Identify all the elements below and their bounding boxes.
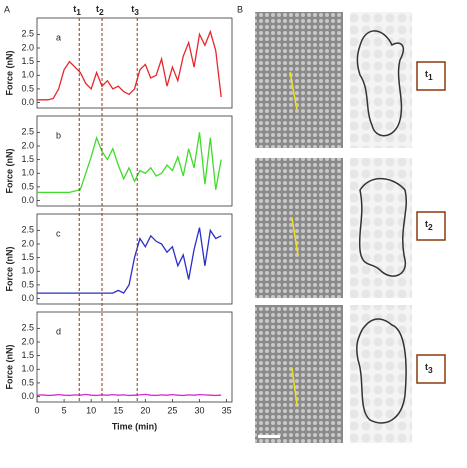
y-tick-label: 2.0 — [21, 42, 34, 52]
x-tick-label: 15 — [113, 405, 123, 415]
y-tick-label: 2.0 — [21, 238, 34, 248]
micrograph — [255, 158, 343, 298]
time-label: t1 — [73, 4, 81, 17]
time-letter: t — [425, 69, 428, 79]
y-tick-label: 1.0 — [21, 364, 34, 374]
panel-label: A — [4, 4, 10, 14]
y-tick-label: 2.5 — [21, 29, 34, 39]
time-letter: t — [73, 4, 76, 14]
y-tick-label: 2.5 — [21, 225, 34, 235]
y-axis-label: Force (nN) — [4, 50, 14, 95]
arrow — [289, 71, 298, 111]
time-subscript: 3 — [428, 365, 433, 375]
time-subscript: 2 — [428, 222, 433, 232]
panel-sublabel: a — [56, 32, 61, 42]
y-tick-label: 2.5 — [21, 323, 34, 333]
time-box — [416, 61, 446, 91]
y-tick-label: 2.5 — [21, 127, 34, 137]
y-tick-label: 0.5 — [21, 181, 34, 191]
y-tick-label: 0.5 — [21, 377, 34, 387]
scale-bar — [258, 435, 280, 438]
cell-outline — [358, 178, 407, 277]
time-label: t2 — [96, 4, 104, 17]
force-map — [350, 12, 412, 148]
cell-outline — [356, 30, 404, 137]
time-box — [416, 354, 446, 384]
x-tick-label: 5 — [62, 405, 67, 415]
time-box — [416, 211, 446, 241]
micrograph — [255, 305, 343, 443]
plot-frame — [36, 311, 233, 403]
arrow — [291, 367, 298, 406]
time-letter: t — [96, 4, 99, 14]
force-map — [350, 305, 412, 443]
y-tick-label: 1.5 — [21, 56, 34, 66]
time-letter: t — [131, 4, 134, 14]
x-tick-label: 0 — [34, 405, 39, 415]
panel-sublabel: b — [56, 130, 61, 140]
x-tick-label: 25 — [167, 405, 177, 415]
time-subscript: 1 — [76, 7, 81, 17]
force-line — [37, 132, 222, 194]
panel-sublabel: c — [56, 228, 61, 238]
time-letter: t — [425, 219, 428, 229]
plot-frame — [36, 213, 233, 305]
cell-outline — [356, 318, 407, 424]
x-axis-label: Time (min) — [112, 421, 157, 431]
time-subscript: 3 — [134, 7, 139, 17]
micrographs — [255, 12, 412, 443]
time-subscript: 1 — [428, 72, 433, 82]
x-tick-label: 10 — [86, 405, 96, 415]
y-tick-label: 0.0 — [21, 293, 34, 303]
y-tick-label: 1.0 — [21, 168, 34, 178]
y-tick-label: 1.5 — [21, 252, 34, 262]
x-tick-label: 20 — [140, 405, 150, 415]
time-subscript: 2 — [99, 7, 104, 17]
force-line — [36, 393, 222, 397]
y-axis-label: Force (nN) — [4, 344, 14, 389]
arrow — [291, 217, 299, 256]
y-tick-label: 0.0 — [21, 195, 34, 205]
y-tick-label: 1.0 — [21, 70, 34, 80]
y-tick-label: 0.5 — [21, 83, 34, 93]
time-label: t3 — [425, 362, 433, 375]
plot-frame — [36, 17, 233, 109]
time-label: t2 — [425, 219, 433, 232]
time-label: t3 — [131, 4, 139, 17]
force-line — [37, 29, 222, 101]
x-tick-label: 30 — [194, 405, 204, 415]
y-axis-label: Force (nN) — [4, 148, 14, 193]
panel-sublabel: d — [56, 326, 61, 336]
y-tick-label: 1.5 — [21, 154, 34, 164]
y-tick-label: 0.5 — [21, 279, 34, 289]
plot-frame — [36, 115, 233, 207]
micrograph — [255, 12, 343, 148]
panel-label: B — [237, 4, 243, 14]
force-line — [37, 227, 222, 294]
time-letter: t — [425, 362, 428, 372]
y-tick-label: 2.0 — [21, 336, 34, 346]
x-tick-label: 35 — [222, 405, 232, 415]
y-tick-label: 2.0 — [21, 140, 34, 150]
y-tick-label: 0.0 — [21, 97, 34, 107]
time-label: t1 — [425, 69, 433, 82]
y-tick-label: 1.5 — [21, 350, 34, 360]
y-axis-label: Force (nN) — [4, 246, 14, 291]
y-tick-label: 0.0 — [21, 391, 34, 401]
y-tick-label: 1.0 — [21, 266, 34, 276]
